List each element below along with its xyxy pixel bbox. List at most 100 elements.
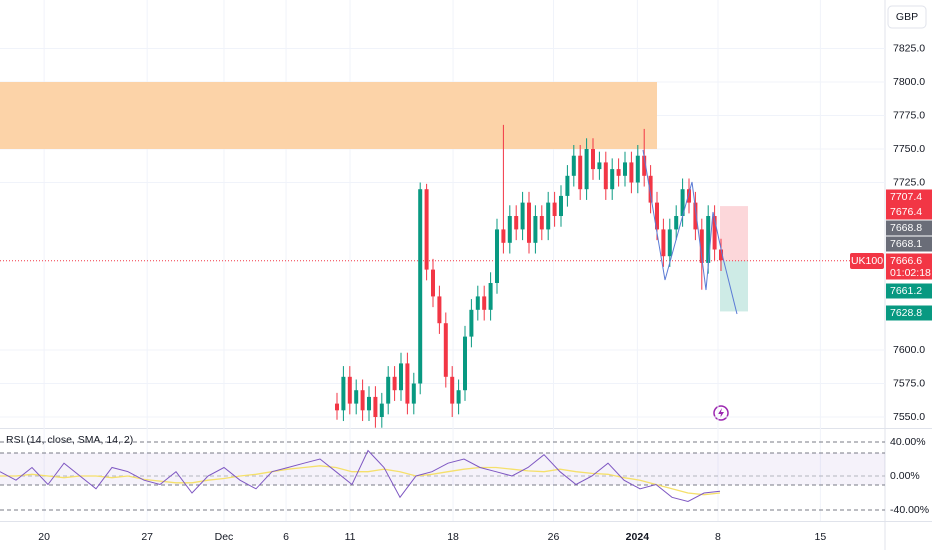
candle-body	[360, 390, 365, 411]
candle-body	[367, 396, 371, 411]
candle-body	[706, 216, 711, 263]
x-tick-label: 18	[447, 531, 459, 543]
target-area	[720, 206, 748, 261]
x-tick-label: 26	[548, 531, 560, 543]
x-tick-label: 2024	[626, 531, 650, 543]
candle-body	[635, 155, 640, 183]
y-tick-label: 7750.0	[893, 143, 925, 155]
candle-body	[552, 202, 557, 217]
price-tag	[886, 236, 932, 252]
candle-body	[578, 155, 583, 190]
rsi-tick-label: 0.00%	[890, 470, 920, 482]
supply-zone	[0, 82, 657, 150]
candle-body	[347, 376, 352, 404]
candle-body	[450, 376, 455, 404]
candle-body	[405, 363, 410, 404]
y-tick-label: 7800.0	[893, 76, 925, 88]
candle-body	[571, 155, 576, 176]
candle-body	[629, 162, 634, 183]
y-tick-label: 7550.0	[893, 411, 925, 423]
candle-body	[674, 216, 679, 230]
candle-body	[623, 162, 627, 176]
x-tick-label: 6	[283, 531, 289, 543]
rsi-line	[0, 449, 721, 503]
candle-body	[437, 296, 442, 324]
candle-body	[431, 269, 435, 297]
candle-body	[719, 249, 723, 261]
x-tick-label: 15	[815, 531, 827, 543]
price-tag-label: 7661.2	[890, 285, 922, 297]
x-tick-label: 11	[345, 531, 356, 543]
candle-body	[648, 175, 653, 203]
candle-body	[501, 229, 506, 243]
symbol-tag	[850, 253, 884, 269]
candle-body	[386, 376, 391, 404]
candle-body	[667, 229, 672, 257]
rsi-tick-label: -40.00%	[890, 504, 929, 516]
candle-body	[469, 309, 474, 337]
candle-body	[616, 169, 621, 176]
x-tick-label: 8	[715, 531, 721, 543]
candle-body	[495, 229, 499, 284]
rsi-band-fill	[0, 453, 885, 486]
candle-body	[411, 383, 416, 404]
candle-body	[354, 390, 359, 404]
candle-body	[418, 189, 423, 384]
countdown: 01:02:18	[890, 267, 931, 279]
y-tick-label: 7600.0	[893, 344, 925, 356]
candle-body	[610, 169, 615, 190]
candle-body	[565, 175, 570, 196]
symbol-label: UK100	[851, 255, 883, 267]
y-tick-label: 7725.0	[893, 176, 925, 188]
candle-body	[424, 189, 429, 270]
x-tick-label: 20	[38, 531, 50, 543]
price-tag-label: 7668.1	[890, 238, 922, 250]
candle-body	[488, 283, 493, 310]
candle-body	[655, 202, 659, 230]
candle-body	[591, 149, 595, 170]
y-tick-label: 7575.0	[893, 377, 925, 389]
price-tag-label: 7666.6	[890, 255, 922, 267]
price-tag	[886, 204, 932, 220]
price-tag-label: 7676.4	[890, 206, 922, 218]
candle-body	[584, 149, 589, 190]
candle-body	[642, 155, 647, 176]
candle-body	[335, 403, 339, 411]
candle-body	[661, 229, 666, 257]
candle-body	[699, 229, 704, 263]
candle-body	[373, 396, 378, 418]
rsi-line	[0, 465, 721, 496]
candle-body	[527, 202, 531, 243]
rsi-tick-label: 40.00%	[890, 436, 926, 448]
candle-body	[597, 162, 602, 170]
candle-body	[443, 323, 448, 377]
price-tag	[886, 305, 932, 321]
candle-body	[520, 202, 525, 230]
rsi-legend: RSI (14, close, SMA, 14, 2)	[6, 434, 133, 446]
candle-body	[680, 189, 685, 217]
candle-body	[341, 376, 346, 411]
candle-body	[559, 195, 563, 217]
candle-body	[514, 216, 519, 230]
candle-body	[463, 336, 467, 391]
y-tick-label: 7775.0	[893, 109, 925, 121]
candle-body	[392, 376, 397, 391]
candle-body	[456, 390, 461, 404]
x-tick-label: 27	[141, 531, 153, 543]
price-tag-label: 7628.8	[890, 307, 922, 319]
price-tag	[886, 253, 932, 280]
candle-body	[546, 202, 551, 230]
price-tag	[886, 283, 932, 299]
x-tick-label: Dec	[215, 531, 234, 543]
candle-body	[687, 189, 691, 203]
candle-body	[507, 216, 512, 243]
zigzag-drawing	[642, 149, 738, 315]
currency: GBP	[896, 11, 918, 23]
candle-body	[379, 403, 384, 418]
currency-button[interactable]	[887, 5, 927, 29]
candle-body	[712, 216, 717, 250]
price-tag-label: 7707.4	[890, 191, 922, 203]
candle-body	[539, 216, 544, 230]
price-tag	[886, 220, 932, 236]
